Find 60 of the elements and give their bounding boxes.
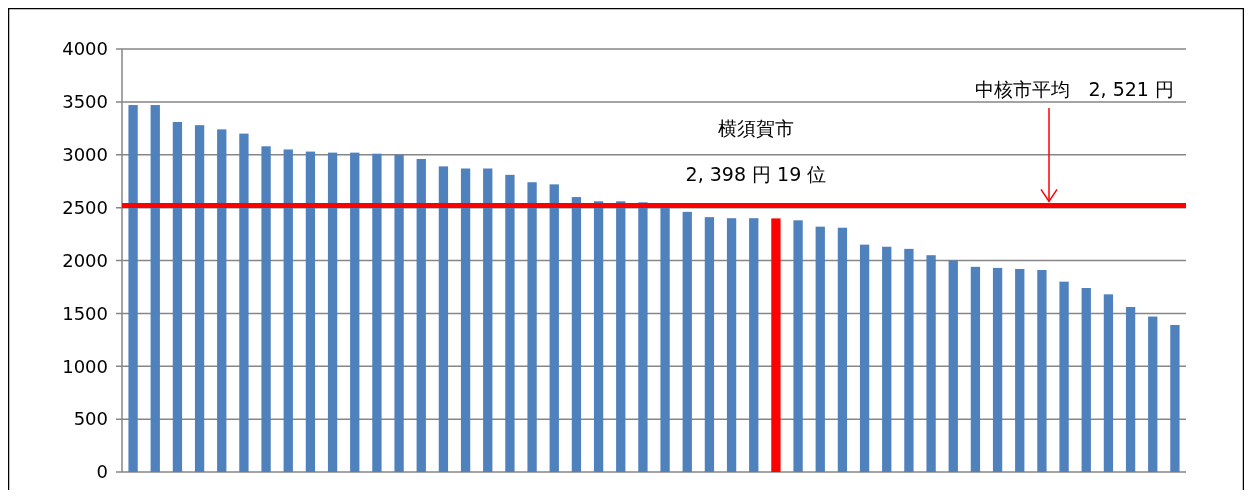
bar [859,244,870,472]
bar [1059,281,1069,472]
bar [726,218,737,472]
bar [305,151,316,472]
bar [1103,294,1114,472]
bar [948,260,958,472]
bar [793,220,803,472]
bar [394,154,404,472]
ref-line-label: 中核市平均 2, 521 円 [974,77,1174,100]
bar [460,168,471,472]
bar [749,218,759,472]
bar [239,133,249,472]
bar [904,248,914,472]
y-tick-label: 2000 [62,249,108,271]
bar [815,226,825,472]
y-tick-label: 500 [73,408,108,430]
bar [837,227,848,472]
bar [483,168,493,472]
bar [283,149,293,472]
bar [616,201,626,472]
y-tick-label: 4000 [62,38,108,60]
bar [549,184,559,472]
bar [1170,325,1180,472]
bar [194,125,205,472]
bar [172,121,183,472]
y-tick-label: 2500 [62,196,108,218]
bar [261,146,271,472]
bar [571,197,582,472]
bar [150,105,160,472]
bar [593,201,604,472]
bar [638,202,648,472]
bar [926,255,936,472]
bar [1081,288,1091,472]
y-tick-label: 1500 [62,302,108,324]
y-tick-label: 1000 [62,355,108,377]
bar [350,152,360,472]
bar [992,267,1003,472]
y-tick-label: 0 [96,461,108,483]
bar [771,218,781,472]
bar [1015,268,1025,472]
bar [970,266,981,472]
bar [1125,307,1136,472]
bar [882,246,892,472]
bar [682,211,692,472]
annotation: 横須賀市 [717,116,794,139]
bar [660,206,670,472]
bar [527,182,537,472]
annotation: 2, 398 円 19 位 [685,162,827,185]
bar [438,166,449,472]
bar [704,217,715,472]
y-tick-label: 3000 [62,144,108,166]
bar [128,105,138,472]
bar [327,152,338,472]
bar [505,174,515,472]
y-tick-label: 3500 [62,91,108,113]
bar [1148,316,1158,472]
bar [372,153,382,472]
bar [1037,270,1047,472]
bar [217,129,227,472]
bar [416,158,426,472]
